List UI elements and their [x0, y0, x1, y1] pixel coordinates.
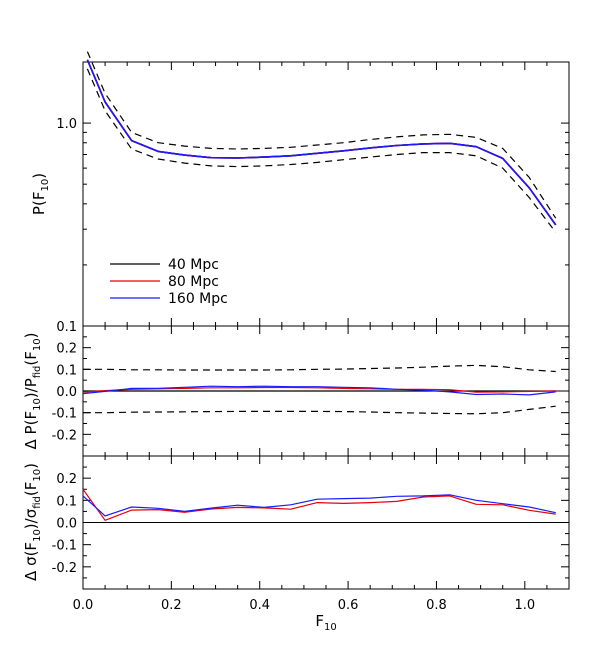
middle-series-envelope-3	[83, 364, 556, 373]
xtick-label: 0.6	[338, 598, 359, 613]
legend: 40 Mpc 80 Mpc 160 Mpc	[110, 257, 228, 307]
top-series-envelope-4	[86, 68, 557, 233]
middle-series-envelope-4	[83, 405, 556, 415]
middle-ytick-label: -0.1	[52, 407, 77, 422]
top-ylabel: P(F10)	[30, 173, 51, 215]
middle-ylabel: Δ P(F10)/Pfid(F10)	[22, 333, 43, 450]
xtick-label: 1.0	[514, 598, 535, 613]
bottom-ytick-label: -0.2	[52, 561, 77, 576]
legend-label-80mpc: 80 Mpc	[168, 274, 219, 290]
bottom-series-160-mpc	[82, 494, 556, 517]
middle-ytick-label: -0.2	[52, 428, 77, 443]
middle-ytick-label: 0.1	[56, 363, 77, 378]
tick-labels-layer: 0.1 1.0 0.2 0.1 0.0 -0.1 -0.2 0.2 0.1 0.0 -0.1 -0.2…	[52, 117, 536, 613]
bottom-series-80-mpc	[82, 488, 556, 521]
xtick-label: 0.4	[249, 598, 270, 613]
xtick-label: 0.0	[73, 598, 94, 613]
bottom-ytick-label: 0.1	[56, 494, 77, 509]
top-series-160-mpc	[86, 59, 557, 226]
xtick-label: 0.2	[161, 598, 182, 613]
bottom-ytick-label: -0.1	[52, 539, 77, 554]
series-lines-layer	[82, 51, 569, 523]
middle-ytick-label: 0.0	[56, 385, 77, 400]
top-panel-frame	[82, 61, 570, 327]
xtick-label: 0.8	[426, 598, 447, 613]
top-ytick-label: 1.0	[56, 117, 77, 132]
bottom-ytick-label: 0.2	[56, 472, 77, 487]
tick-marks-layer	[82, 61, 570, 589]
x-axis-label: F10	[315, 612, 336, 633]
bottom-ytick-label: 0.0	[56, 517, 77, 532]
top-series-envelope-3	[86, 51, 557, 219]
middle-series-160-mpc	[82, 385, 556, 396]
top-ytick-label: 0.1	[56, 320, 77, 335]
bottom-ylabel: Δ σ(F10)/σfid(F10)	[22, 463, 43, 581]
legend-label-40mpc: 40 Mpc	[168, 257, 219, 273]
legend-label-160mpc: 160 Mpc	[168, 291, 228, 307]
middle-ytick-label: 0.2	[56, 342, 77, 357]
